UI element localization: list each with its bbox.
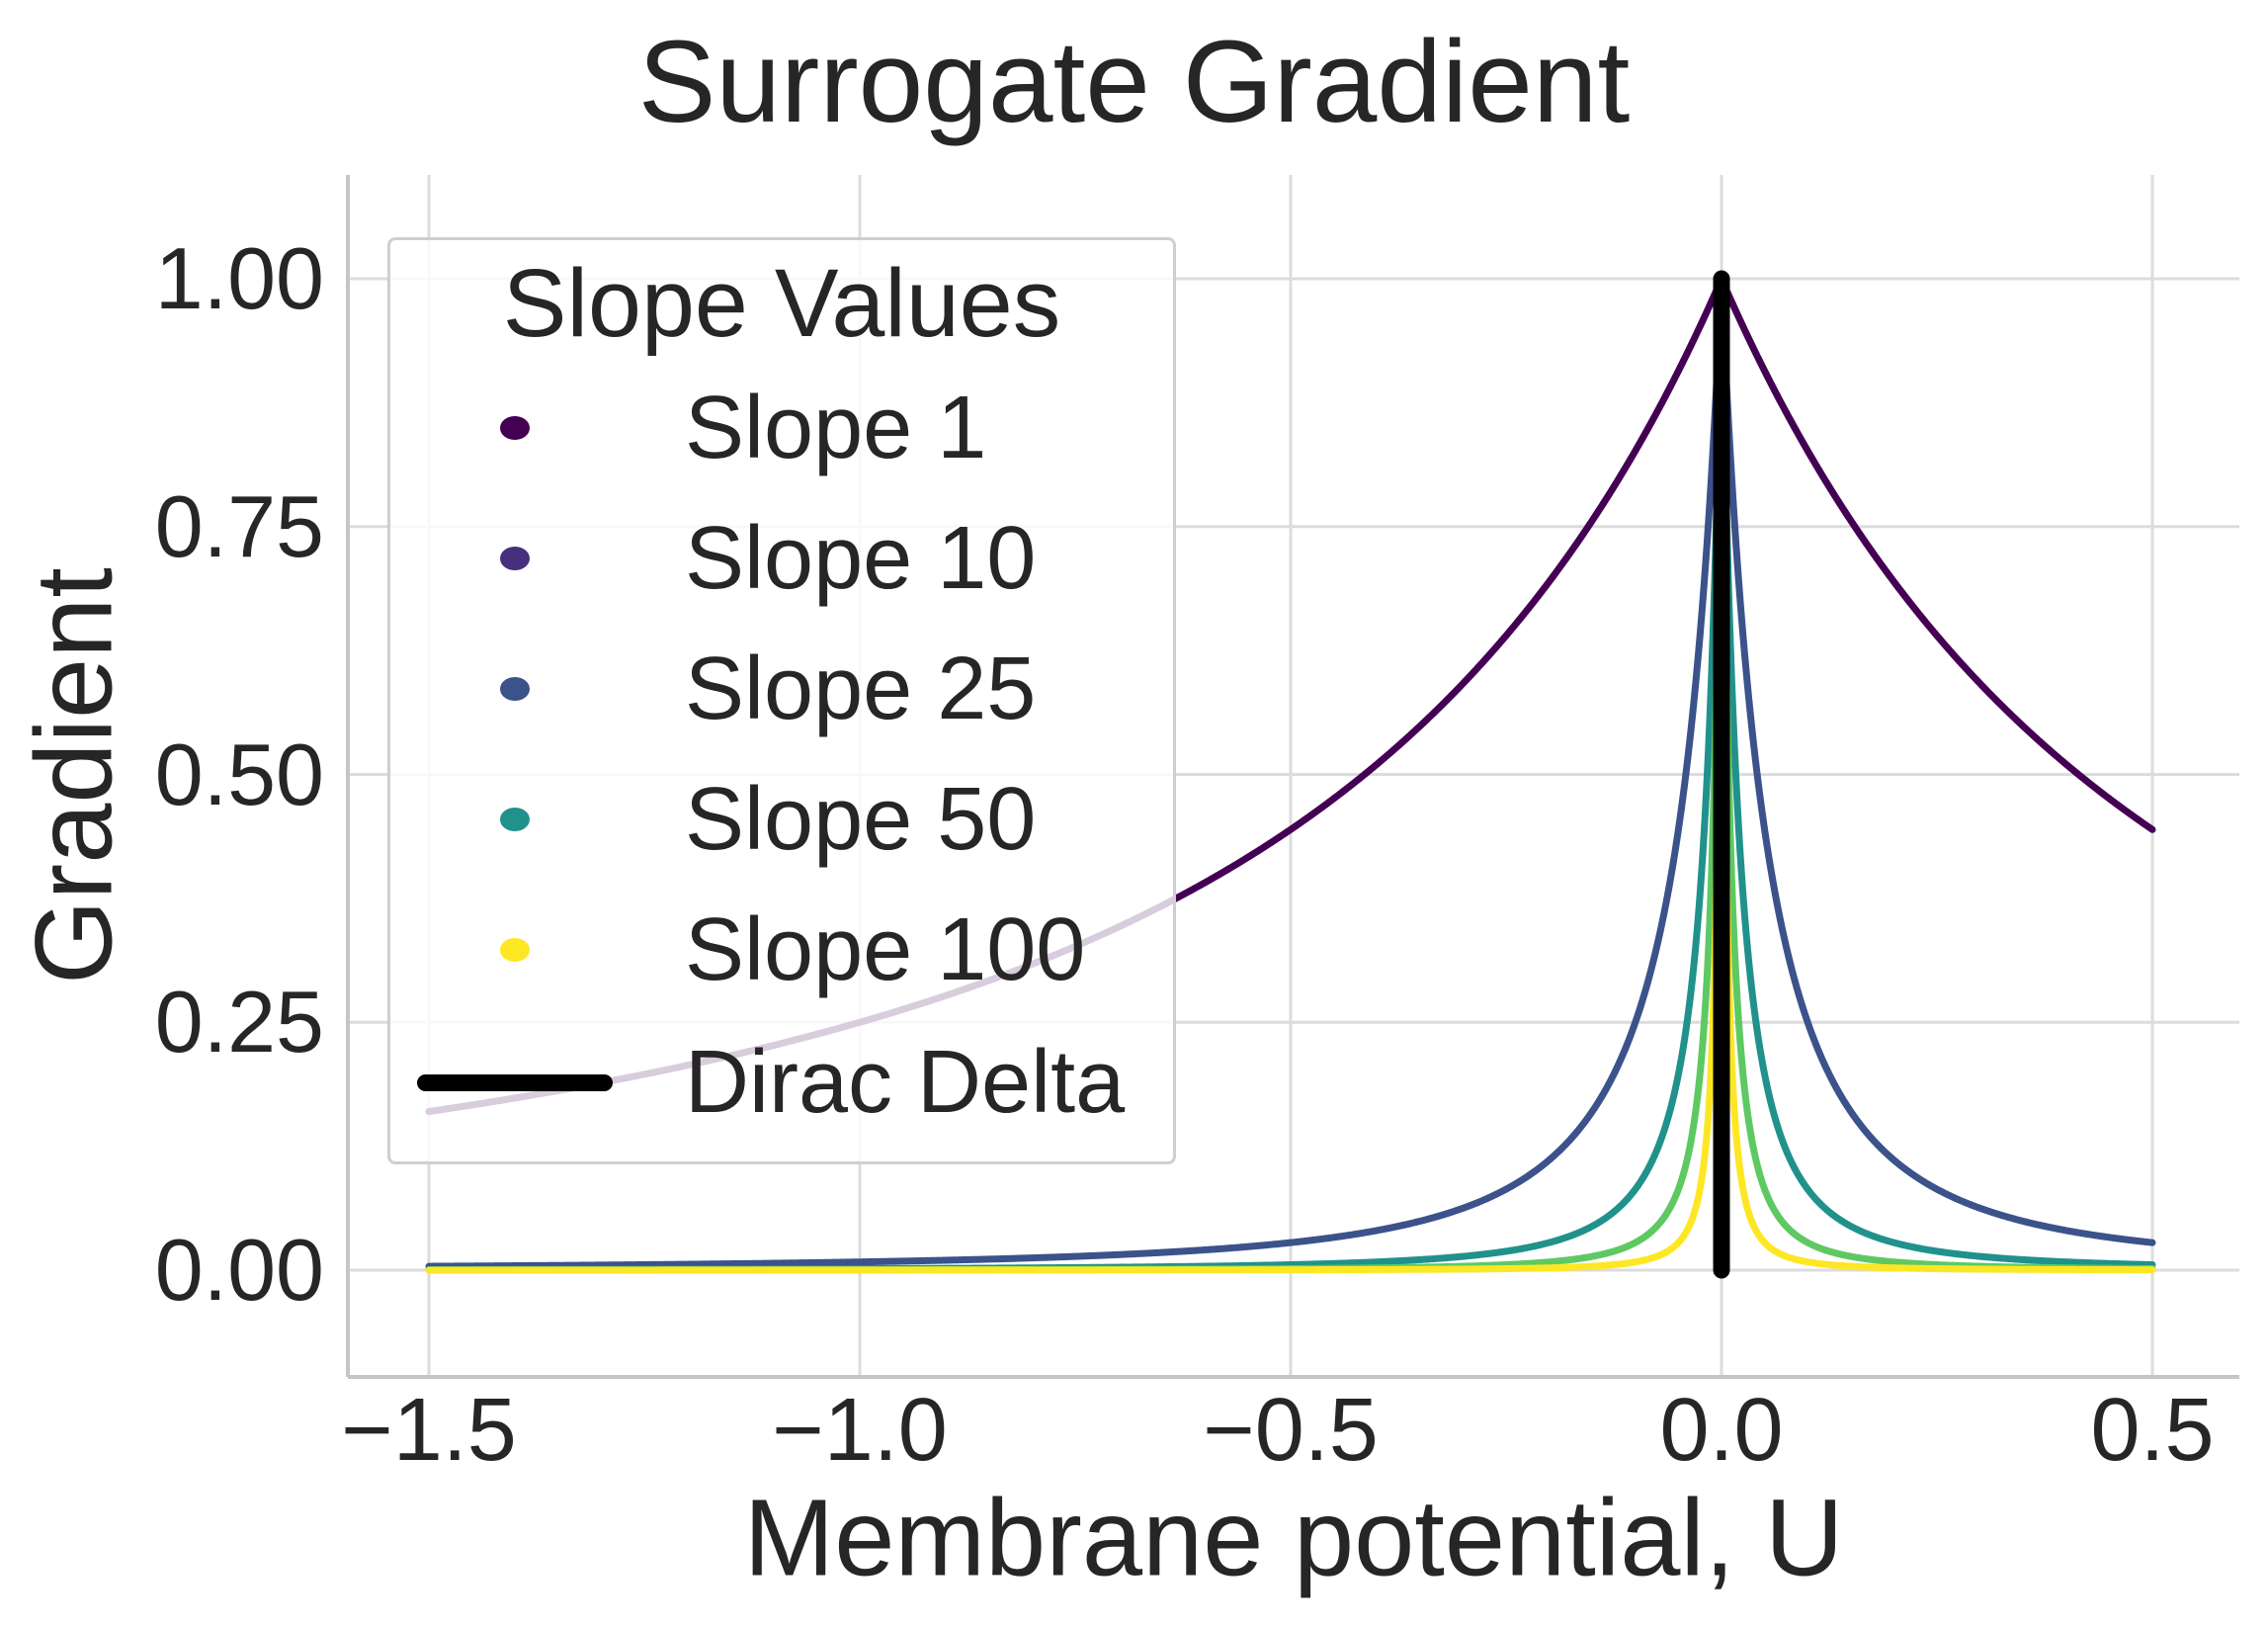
slope-50-dot-icon (500, 808, 530, 831)
legend-item: Slope 10 (390, 514, 1173, 603)
legend-title: Slope Values (502, 249, 1061, 357)
y-tick-label: 1.00 (154, 229, 324, 327)
slope-25-dot-icon (500, 677, 530, 701)
legend: Slope Values Slope 1 Slope 10 Slope 25 S… (387, 237, 1176, 1164)
legend-item-label: Slope 25 (685, 640, 1037, 738)
y-tick-label: 0.75 (154, 476, 324, 575)
slope-10-dot-icon (500, 547, 530, 570)
y-tick-label: 0.25 (154, 973, 324, 1071)
legend-item: Slope 1 (390, 384, 1173, 472)
y-tick-label: 0.50 (154, 725, 324, 823)
dirac-delta-line-icon (417, 1073, 613, 1091)
legend-item: Slope 100 (390, 905, 1173, 994)
slope-100-dot-icon (500, 938, 530, 962)
y-axis-label: Gradient (13, 567, 135, 984)
x-tick-label: 0.0 (1659, 1381, 1784, 1480)
x-tick-label: −1.5 (341, 1381, 517, 1480)
x-tick-label: −0.5 (1203, 1381, 1379, 1480)
legend-item-label: Slope 50 (685, 770, 1037, 869)
legend-item: Slope 50 (390, 775, 1173, 864)
legend-item-label: Dirac Delta (685, 1033, 1126, 1132)
y-tick-label: 0.00 (154, 1221, 324, 1319)
chart-title: Surrogate Gradient (637, 17, 1631, 147)
x-tick-label: −1.0 (772, 1381, 948, 1480)
legend-item-label: Slope 1 (685, 379, 987, 477)
curve-slope-100 (425, 275, 2156, 1274)
legend-item-label: Slope 100 (685, 900, 1086, 999)
legend-item: Slope 25 (390, 644, 1173, 733)
curve-slope-10 (425, 275, 2156, 1270)
legend-item-label: Slope 10 (685, 509, 1037, 608)
legend-item: Dirac Delta (390, 1038, 1173, 1127)
x-axis-label: Membrane potential, U (743, 1477, 1844, 1599)
x-tick-label: 0.5 (2090, 1381, 2215, 1480)
slope-1-dot-icon (500, 416, 530, 440)
